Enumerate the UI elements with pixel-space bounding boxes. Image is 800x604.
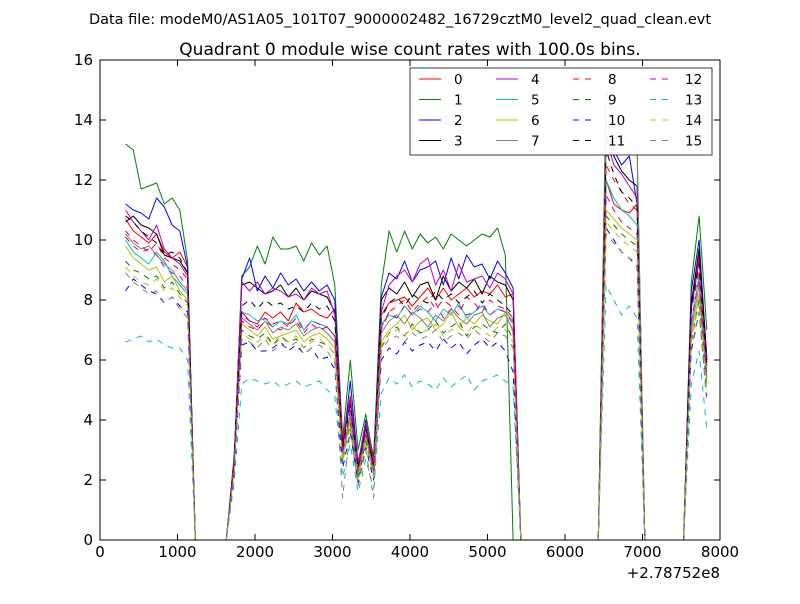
legend-label-8: 8 <box>608 72 617 88</box>
x-tick-label: 2000 <box>236 543 274 561</box>
x-tick-label: 0 <box>95 543 105 561</box>
legend-label-9: 9 <box>608 93 617 109</box>
series-line-11 <box>125 149 708 540</box>
series-line-8 <box>125 164 708 540</box>
series-line-4 <box>125 137 708 540</box>
legend-label-11: 11 <box>608 134 625 150</box>
legend-label-12: 12 <box>685 72 702 88</box>
series-line-6 <box>125 209 708 540</box>
y-tick-label: 16 <box>74 51 93 69</box>
legend-label-5: 5 <box>531 93 540 109</box>
series-line-3 <box>125 134 708 540</box>
x-offset-label: +2.78752e8 <box>627 564 720 582</box>
x-tick-label: 3000 <box>313 543 351 561</box>
x-tick-label: 8000 <box>701 543 739 561</box>
chart-title: Quadrant 0 module wise count rates with … <box>179 40 640 60</box>
series-line-9 <box>125 215 708 540</box>
legend-label-1: 1 <box>454 93 463 109</box>
legend-label-15: 15 <box>685 134 702 150</box>
series-line-0 <box>125 179 708 540</box>
legend-label-7: 7 <box>531 134 540 150</box>
y-tick-label: 14 <box>74 111 93 129</box>
supertitle: Data file: modeM0/AS1A05_101T07_90000024… <box>89 12 711 28</box>
legend-label-3: 3 <box>454 134 463 150</box>
legend-label-2: 2 <box>454 113 463 129</box>
x-tick-label: 7000 <box>623 543 661 561</box>
series-line-2 <box>125 122 708 540</box>
legend-label-13: 13 <box>685 93 702 109</box>
legend-label-10: 10 <box>608 113 625 129</box>
series-line-15 <box>125 233 708 540</box>
series-line-12 <box>125 194 708 540</box>
legend-label-4: 4 <box>531 72 540 88</box>
legend-label-0: 0 <box>454 72 463 88</box>
series-line-13 <box>125 284 708 540</box>
x-tick-label: 1000 <box>158 543 196 561</box>
y-tick-label: 6 <box>83 351 93 369</box>
y-tick-label: 8 <box>83 291 93 309</box>
y-tick-label: 4 <box>83 411 93 429</box>
series-line-5 <box>125 179 708 540</box>
x-tick-label: 6000 <box>546 543 584 561</box>
ticks-layer: 0 1000 2000 3000 4000 5000 6000 7000 80000246810… <box>74 51 739 561</box>
series-line-14 <box>125 221 708 540</box>
x-tick-label: 4000 <box>391 543 429 561</box>
y-tick-label: 12 <box>74 171 93 189</box>
series-line-10 <box>125 227 708 540</box>
series-layer <box>125 89 708 540</box>
legend-label-14: 14 <box>685 113 702 129</box>
y-tick-label: 0 <box>83 531 93 549</box>
y-tick-label: 2 <box>83 471 93 489</box>
x-tick-label: 5000 <box>468 543 506 561</box>
legend-label-6: 6 <box>531 113 540 129</box>
y-tick-label: 10 <box>74 231 93 249</box>
